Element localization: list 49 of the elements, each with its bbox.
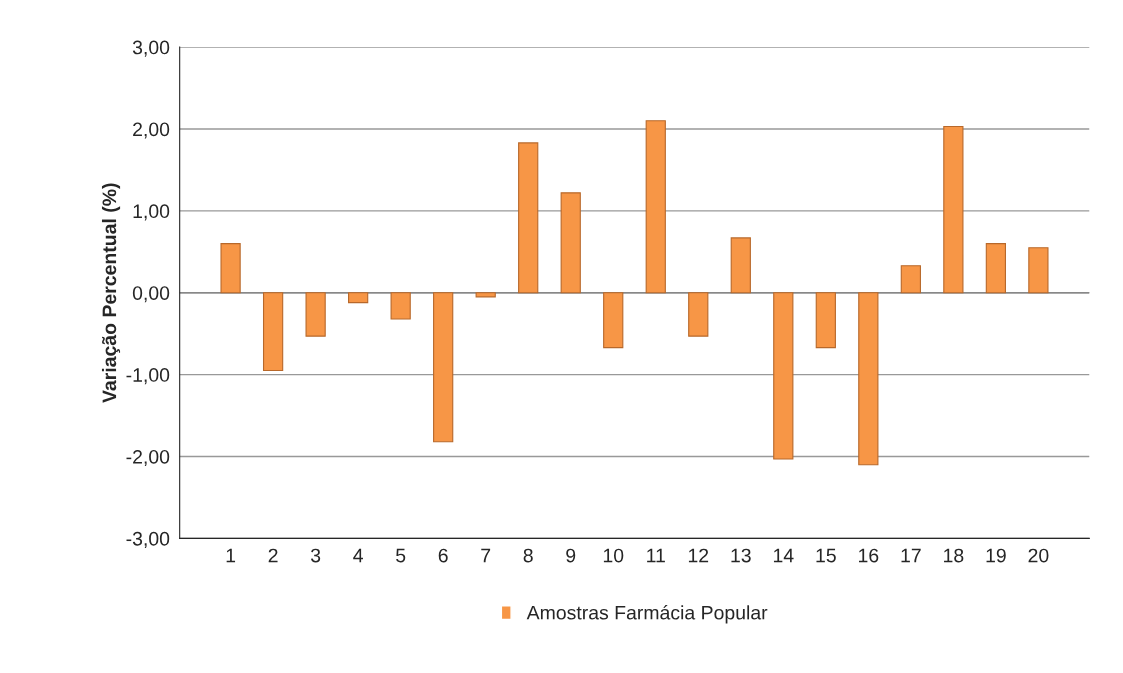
bar	[943, 125, 964, 294]
x-tick-label: 9	[566, 548, 576, 563]
bar	[348, 292, 369, 304]
x-tick-label: 1	[226, 548, 236, 563]
x-tick-label: 16	[859, 548, 879, 563]
legend-label: Amostras Farmácia Popular	[526, 605, 768, 624]
x-tick-label: 17	[901, 548, 921, 563]
y-tick-label: 2,00	[133, 122, 170, 139]
y-tick-label: 1,00	[133, 204, 170, 221]
x-tick-label: 19	[986, 548, 1006, 563]
y-tick-label: -1,00	[126, 368, 170, 385]
x-tick-label: 8	[523, 548, 533, 563]
x-tick-label: 18	[944, 548, 964, 563]
bar	[603, 292, 624, 349]
x-tick-label: 13	[731, 548, 751, 563]
bar	[475, 292, 496, 298]
x-tick-label: 2	[268, 548, 278, 563]
bar	[815, 292, 836, 349]
bar	[773, 292, 794, 460]
y-tick-label: 3,00	[132, 40, 170, 57]
x-tick-label: 11	[647, 548, 665, 563]
bar	[305, 292, 326, 337]
bar	[262, 292, 284, 372]
x-tick-label: 14	[773, 548, 794, 563]
bar	[390, 292, 411, 320]
y-axis-title: Variação Percentual (%)	[101, 183, 121, 403]
x-tick-label: 10	[603, 548, 624, 563]
bar	[858, 292, 879, 466]
bar	[645, 120, 666, 294]
bar	[518, 142, 539, 294]
y-tick-label: -3,00	[126, 531, 170, 548]
bar	[560, 192, 581, 294]
bar	[220, 243, 241, 294]
x-tick-label: 20	[1028, 548, 1049, 563]
bar	[985, 243, 1007, 294]
x-tick-label: 15	[816, 548, 836, 563]
x-tick-label: 5	[396, 548, 406, 563]
y-tick-label: -2,00	[126, 449, 170, 467]
x-tick-label: 7	[481, 548, 491, 563]
x-tick-label: 4	[353, 548, 363, 563]
x-tick-label: 3	[310, 548, 321, 563]
bar	[730, 237, 751, 294]
bar	[688, 292, 709, 337]
y-tick-label: 0,00	[132, 286, 170, 303]
x-tick-label: 12	[688, 548, 709, 563]
bar	[433, 292, 454, 443]
bar	[900, 265, 921, 294]
bar	[1028, 247, 1049, 294]
x-tick-label: 6	[438, 548, 448, 563]
